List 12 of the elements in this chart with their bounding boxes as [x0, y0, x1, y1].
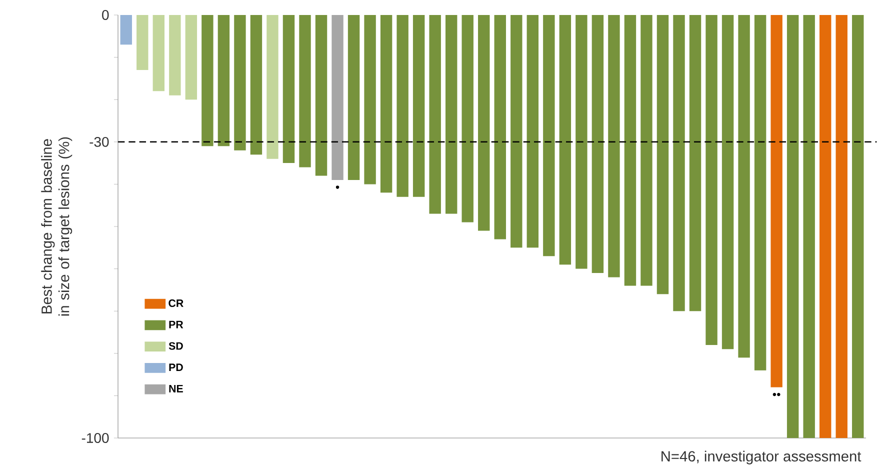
legend-label: PR — [169, 320, 184, 328]
legend-label: SD — [168, 342, 183, 350]
legend-label: PD — [169, 364, 183, 371]
legend-label: CR — [168, 299, 184, 307]
text: N=46, investigator assessment — [662, 450, 862, 464]
legend-label: NE — [169, 384, 183, 392]
data-label: •• — [772, 392, 780, 396]
y-tick-label: -100 — [82, 433, 109, 443]
y-axis-title: Best change from baseline in size of target lesions (%) — [41, 137, 72, 316]
y-tick-label: 0 — [102, 10, 109, 20]
y-tick-label: -30 — [90, 136, 109, 147]
data-label: • — [336, 186, 340, 189]
